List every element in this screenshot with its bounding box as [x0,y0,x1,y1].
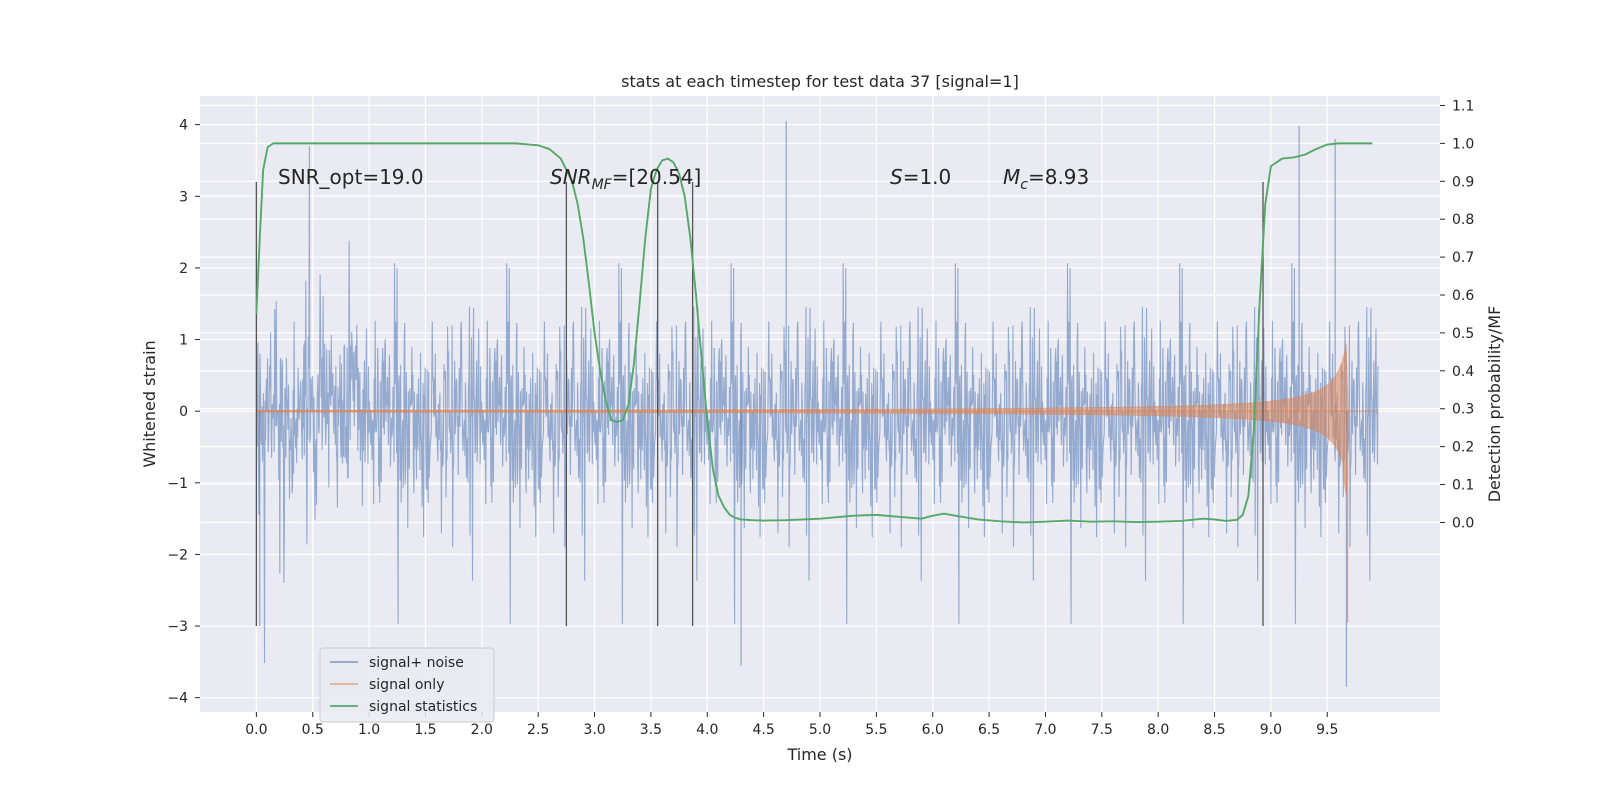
x-tick-label: 0.5 [302,722,324,738]
x-tick-label: 5.5 [865,722,887,738]
y-tick-label: −3 [167,619,188,635]
x-tick-label: 8.5 [1203,722,1225,738]
y2-tick-label: 0.4 [1452,364,1474,380]
legend-label-signal-only: signal only [369,677,444,693]
y-tick-label: 2 [179,261,188,277]
x-tick-label: 1.0 [358,722,380,738]
legend-box [319,647,495,723]
x-tick-label: 9.0 [1260,722,1282,738]
y2-tick-label: 0.6 [1452,288,1474,304]
y2-axis-label: Detection probability/MF [1485,306,1504,503]
vertical-lines [255,181,1264,627]
legend-label-signal-statistics: signal statistics [369,699,477,715]
y-tick-label: 1 [179,333,188,349]
x-axis-label: Time (s) [786,745,852,764]
y2-tick-label: 1.1 [1452,98,1474,114]
y-axis-right: 0.0 0.1 0.2 0.3 0.4 0.5 0.6 0.7 0.8 0.9 1.0 1.1 [1440,98,1474,531]
x-tick-label: 1.5 [414,722,436,738]
annotation-snr-mf-sub: MF [592,177,613,193]
x-tick-label: 9.5 [1316,722,1338,738]
annotation-mc-value: =8.93 [1028,165,1089,189]
annotation-snr-opt: SNR_opt=19.0 [278,165,424,189]
y2-tick-label: 0.0 [1452,515,1474,531]
x-tick-label: 4.0 [696,722,718,738]
legend: signal+ noise signal only signal statist… [319,647,495,723]
x-tick-label: 6.0 [922,722,944,738]
chart-title: stats at each timestep for test data 37 … [621,72,1019,91]
annotation-mc: Mc=8.93 [1003,165,1089,193]
x-tick-label: 8.0 [1147,722,1169,738]
y2-tick-label: 0.5 [1452,326,1474,342]
legend-label-signal-plus-noise: signal+ noise [369,655,464,671]
x-tick-label: 5.0 [809,722,831,738]
y2-tick-label: 0.8 [1452,212,1474,228]
series-signal-statistics [255,142,1373,524]
y-axis-left: −4 −3 −2 −1 0 1 2 3 4 [167,118,200,707]
annotation-mc-sub: c [1020,177,1028,193]
series-signal-plus-noise [255,121,1379,687]
annotation-snr-mf: SNRMF=[20.54] [550,165,701,193]
y-tick-label: 3 [179,189,188,205]
annotation-s-value: =1.0 [903,165,952,189]
annotation-s: S=1.0 [890,165,951,189]
y-axis-label: Whitened strain [140,340,159,467]
annotation-s-main: S [890,165,903,189]
x-axis: 0.0 0.5 1.0 1.5 2.0 2.5 3.0 3.5 4.0 4.5 5.0 5.5 6.0 6… [245,712,1338,738]
y2-tick-label: 0.3 [1452,402,1474,418]
x-tick-label: 2.0 [471,722,493,738]
series-signal-plus-noise-line [255,146,1379,664]
y2-tick-label: 0.9 [1452,174,1474,190]
y-tick-label: −2 [167,547,188,563]
x-tick-label: 7.5 [1091,722,1113,738]
x-tick-label: 3.5 [640,722,662,738]
x-tick-label: 6.5 [978,722,1000,738]
annotation-mc-main: M [1003,165,1020,189]
y2-tick-label: 1.0 [1452,136,1474,152]
y2-tick-label: 0.1 [1452,478,1474,494]
series-signal-only [256,343,1378,623]
y-tick-label: 0 [179,404,188,420]
x-tick-label: 7.0 [1034,722,1056,738]
y-tick-label: −4 [167,691,188,707]
x-tick-label: 0.0 [245,722,267,738]
annotation-snr-mf-main: SNR [550,165,592,189]
y-tick-label: −1 [167,476,188,492]
y2-tick-label: 0.2 [1452,440,1474,456]
x-tick-label: 2.5 [527,722,549,738]
y-tick-label: 4 [179,118,188,134]
x-tick-label: 3.0 [583,722,605,738]
x-tick-label: 4.5 [753,722,775,738]
series-signal-statistics-line [255,142,1373,524]
annotation-snr-mf-value: =[20.54] [612,165,702,189]
y2-tick-label: 0.7 [1452,250,1474,266]
